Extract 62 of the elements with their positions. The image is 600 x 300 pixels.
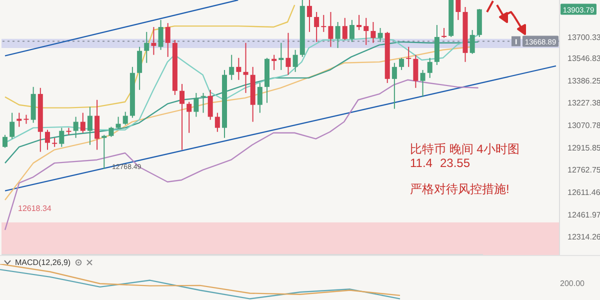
candlestick [180, 83, 185, 150]
candlestick [413, 54, 418, 88]
candlestick [87, 106, 92, 146]
candlestick [2, 134, 8, 148]
annotation: 12618.34 [18, 204, 52, 214]
candlestick [470, 30, 475, 54]
annotation: 11.4 [410, 156, 432, 170]
annotation: 200.00 [560, 279, 584, 289]
candlestick [272, 54, 277, 70]
candlestick [321, 14, 326, 32]
candlestick [427, 57, 432, 78]
y-tick-label: 12611.46 [568, 188, 600, 198]
candlestick [16, 112, 22, 128]
candlestick [370, 22, 376, 44]
candlestick [349, 19, 354, 42]
candlestick [392, 62, 397, 110]
candlestick [292, 49, 298, 72]
candlestick [257, 82, 262, 114]
candlestick [94, 99, 100, 150]
candlestick [356, 14, 362, 31]
candlestick [306, 0, 312, 32]
candlestick [44, 129, 50, 150]
candlestick [314, 11, 320, 42]
candlestick [144, 31, 150, 64]
candlestick [364, 17, 369, 46]
candlestick [116, 116, 121, 130]
candlestick [208, 89, 213, 120]
candlestick [214, 112, 220, 132]
candlestick [186, 101, 192, 134]
candlestick [278, 42, 284, 70]
candlestick [406, 46, 412, 68]
candlestick [59, 127, 64, 148]
candlestick [342, 17, 348, 41]
chart-title: MACD(12,26,9) [15, 258, 71, 267]
candlestick [10, 112, 15, 140]
candlestick [80, 112, 86, 134]
candlestick [286, 32, 291, 76]
candlestick [108, 126, 114, 138]
annotation: 比特币 晚间 4小时图 [410, 142, 520, 156]
candlestick [137, 46, 142, 90]
candlestick [420, 69, 426, 98]
annotation: 23.55 [440, 156, 470, 170]
candlestick [378, 27, 383, 42]
candlestick [243, 42, 248, 94]
candlestick [158, 19, 164, 50]
candlestick [328, 11, 334, 48]
candlestick [399, 57, 404, 70]
candlestick [165, 22, 170, 58]
candlestick [200, 92, 206, 114]
candlestick [335, 22, 340, 48]
line-series [4, 4, 296, 108]
candlestick [236, 57, 242, 80]
candlestick [24, 114, 29, 124]
candlestick [229, 54, 234, 80]
candlestick [122, 111, 128, 126]
candlestick [442, 27, 447, 38]
candlestick [194, 92, 199, 118]
annotation: 严格对待风控措施! [410, 182, 510, 196]
candlestick [102, 134, 107, 170]
candlestick [456, 0, 461, 20]
candlestick [73, 116, 78, 138]
candlestick [151, 26, 156, 56]
